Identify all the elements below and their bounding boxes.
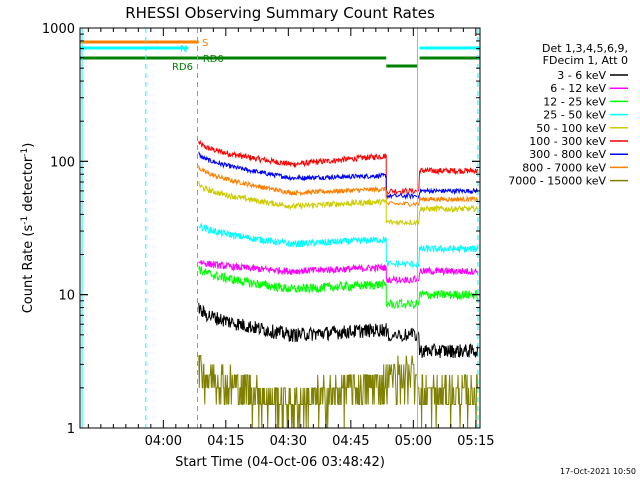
x-axis-label: Start Time (04-Oct-06 03:48:42) bbox=[175, 455, 385, 470]
y-tick-label-2: 100 bbox=[50, 155, 75, 170]
y-tick-label-0: 1 bbox=[67, 422, 75, 437]
y-axis-label-part2: detector bbox=[21, 156, 36, 216]
legend-label-6: 300 - 800 keV bbox=[529, 148, 606, 161]
x-tick-label-2: 04:30 bbox=[270, 434, 307, 449]
flag-label-0: S bbox=[202, 38, 208, 49]
legend-label-8: 7000 - 15000 keV bbox=[508, 175, 606, 188]
vline-layer bbox=[81, 28, 479, 428]
flag-layer: S N RD0 RD6 bbox=[80, 38, 480, 73]
chart-title: RHESSI Observing Summary Count Rates bbox=[125, 4, 435, 22]
flag-label-rd6: RD6 bbox=[172, 62, 193, 73]
x-tick-label-0: 04:00 bbox=[145, 434, 182, 449]
series-line-0 bbox=[198, 139, 479, 196]
legend-label-7: 800 - 7000 keV bbox=[522, 161, 606, 174]
series-line-1 bbox=[198, 151, 479, 200]
legend-label-1: 6 - 12 keV bbox=[550, 82, 606, 95]
legend-label-4: 50 - 100 keV bbox=[536, 122, 606, 135]
flag-label-1: N bbox=[180, 44, 187, 55]
plot-frame bbox=[79, 27, 481, 429]
x-tick-label-5: 05:15 bbox=[457, 434, 494, 449]
timestamp-label: 17-Oct-2021 10:50 bbox=[560, 467, 636, 476]
y-axis-label: Count Rate (s-1 detector-1) bbox=[20, 143, 36, 314]
x-tick-label-1: 04:15 bbox=[207, 434, 244, 449]
y-axis-label-sup1: -1 bbox=[20, 216, 30, 225]
series-line-5 bbox=[198, 259, 479, 285]
legend-header-0: Det 1,3,4,5,6,9, bbox=[542, 42, 628, 55]
series-line-8 bbox=[198, 355, 479, 429]
x-ticks: 04:00 04:15 04:30 04:45 05:00 05:15 bbox=[87, 28, 495, 449]
x-tick-label-4: 05:00 bbox=[395, 434, 432, 449]
series-line-3 bbox=[198, 180, 478, 227]
series-line-6 bbox=[198, 265, 478, 309]
x-tick-label-3: 04:45 bbox=[332, 434, 369, 449]
series-line-4 bbox=[198, 222, 479, 270]
legend-header-1: FDecim 1, Att 0 bbox=[543, 54, 628, 67]
legend-label-3: 25 - 50 keV bbox=[543, 109, 606, 122]
series-line-2 bbox=[198, 165, 479, 207]
legend-label-5: 100 - 300 keV bbox=[529, 135, 606, 148]
y-tick-label-1: 10 bbox=[58, 289, 75, 304]
y-axis-label-part3: ) bbox=[21, 143, 36, 148]
legend: Det 1,3,4,5,6,9,FDecim 1, Att 0 3 - 6 keV… bbox=[508, 42, 628, 188]
legend-label-0: 3 - 6 keV bbox=[557, 69, 606, 82]
flag-label-2: RD0 bbox=[203, 54, 224, 65]
y-ticks: 1 10 100 1000 bbox=[42, 22, 480, 437]
series-line-7 bbox=[198, 302, 479, 359]
y-axis-label-sup2: -1 bbox=[20, 148, 30, 157]
series-layer bbox=[198, 139, 479, 429]
legend-label-2: 12 - 25 keV bbox=[543, 95, 606, 108]
y-axis-label-part1: Count Rate (s bbox=[21, 225, 36, 314]
y-tick-label-3: 1000 bbox=[42, 22, 75, 37]
